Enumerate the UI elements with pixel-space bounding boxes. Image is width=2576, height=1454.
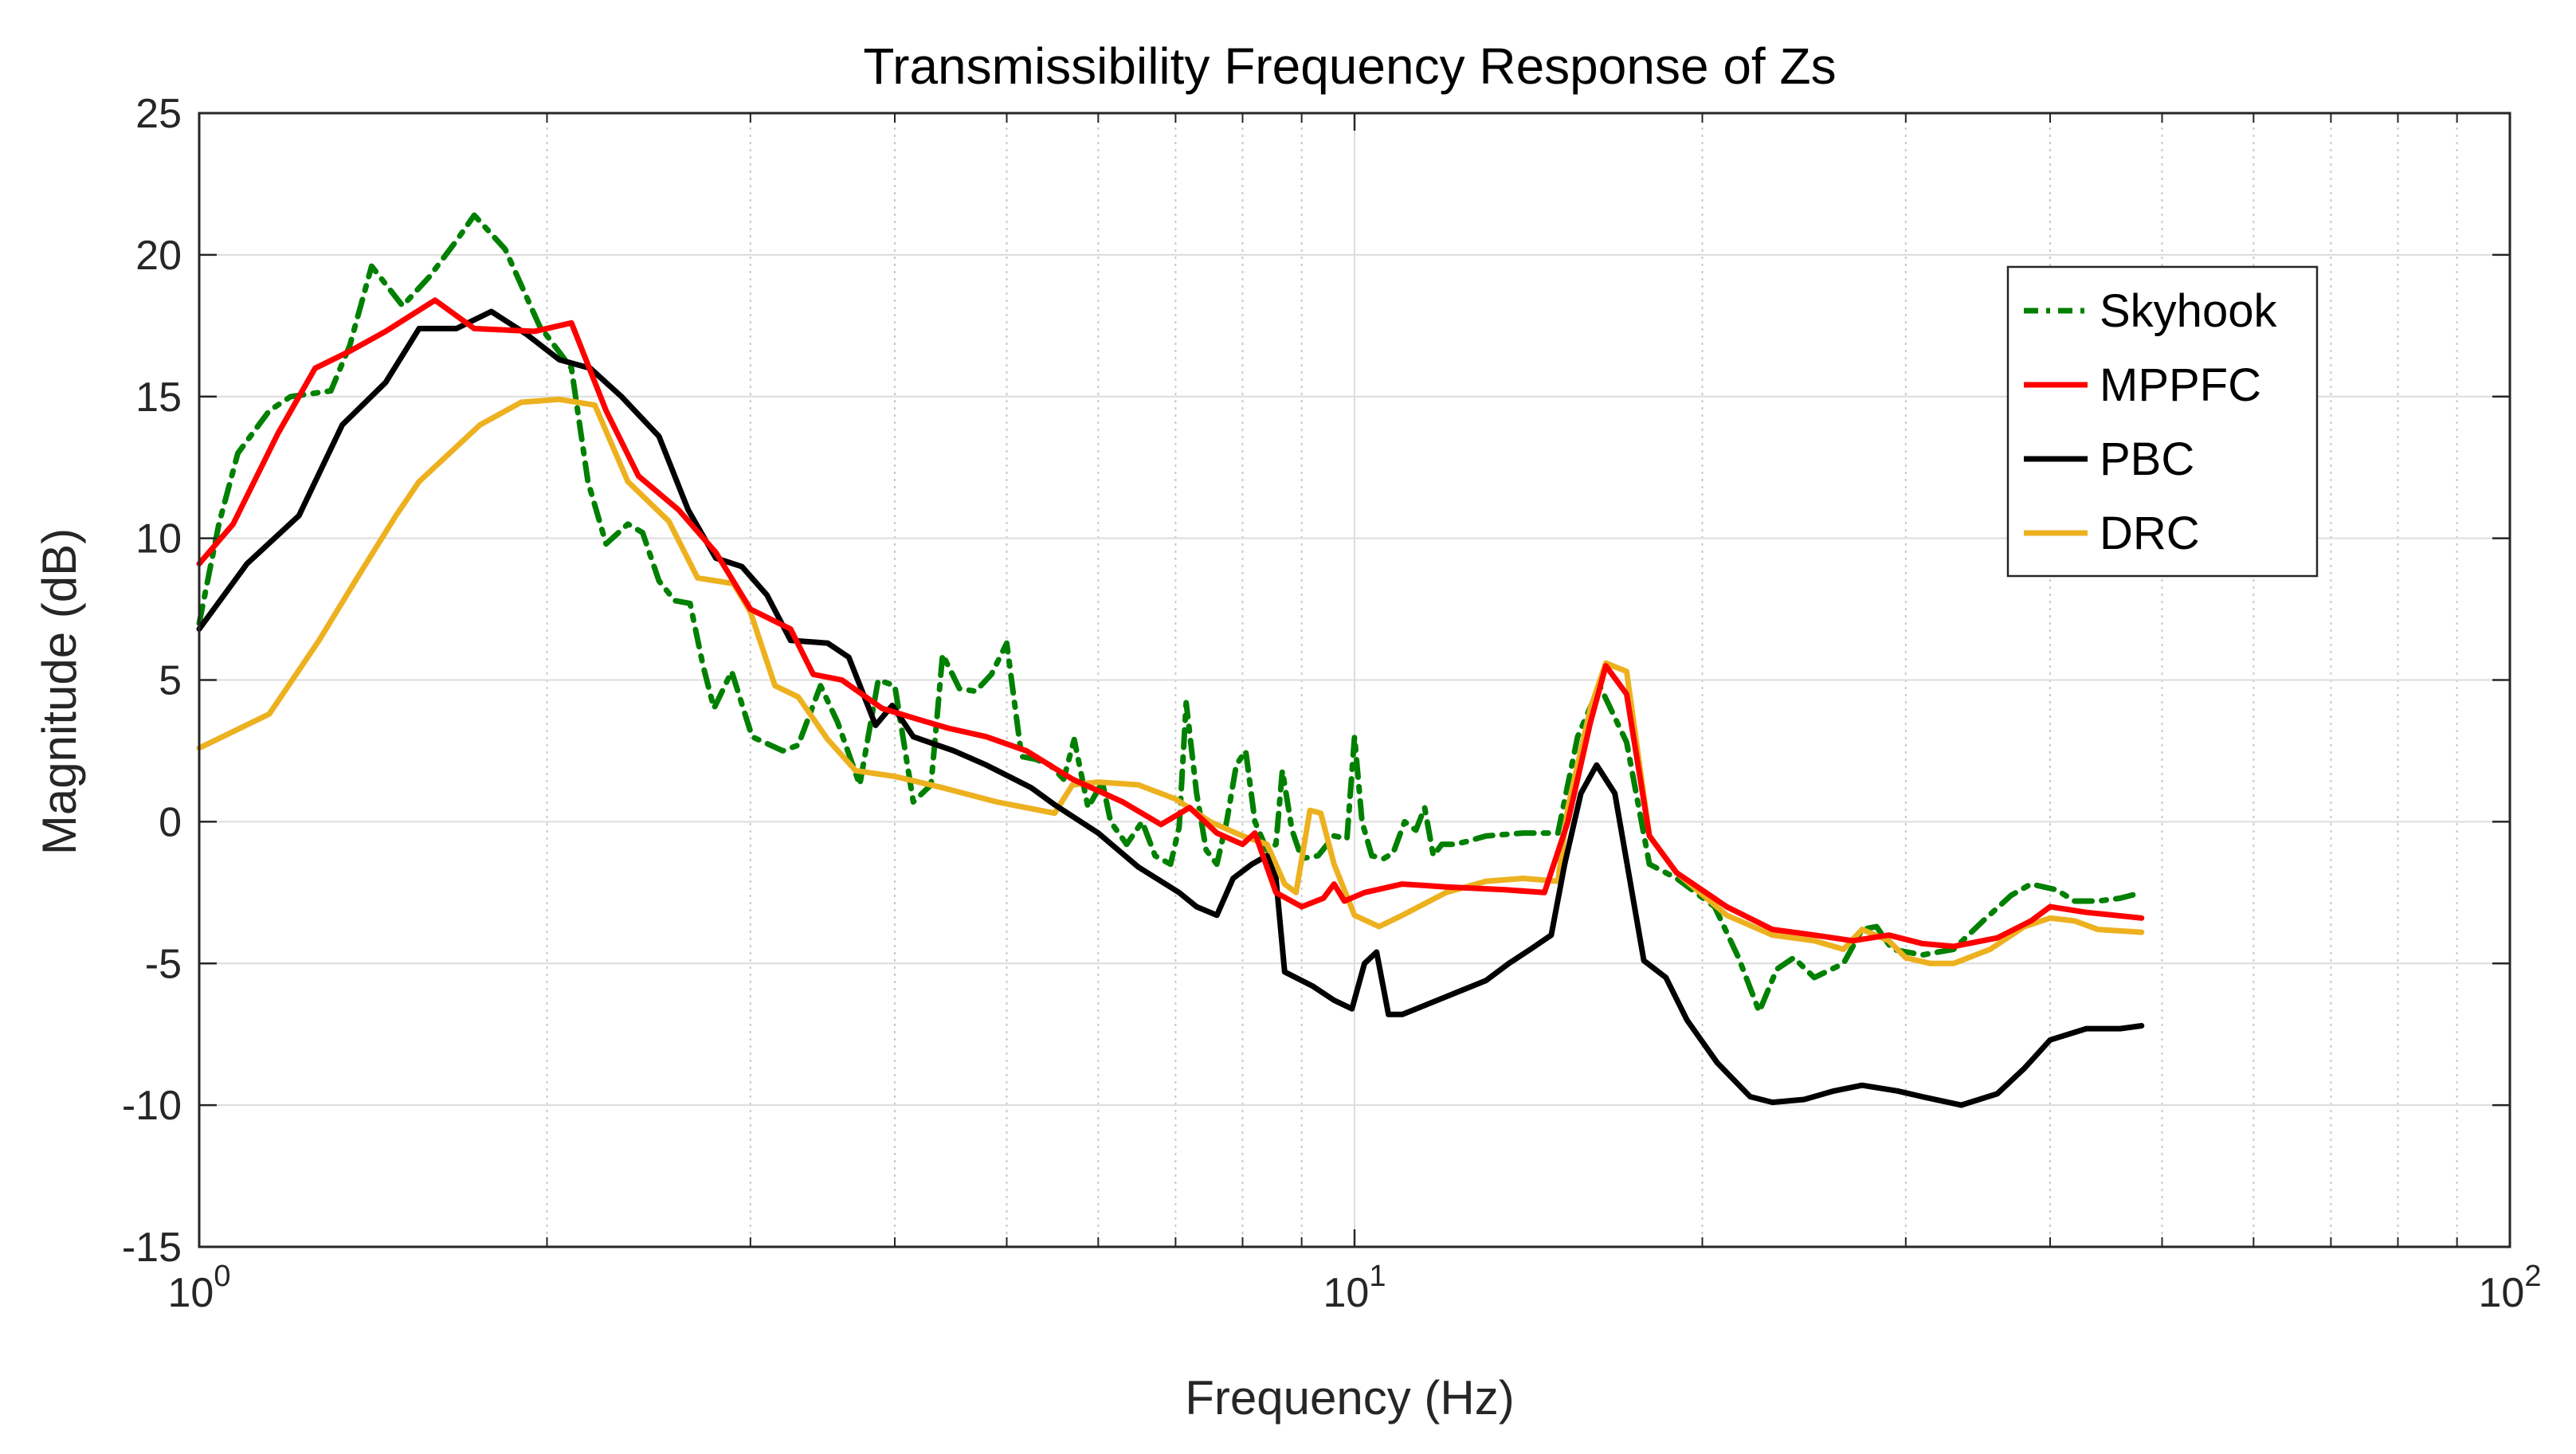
- x-axis-label: Frequency (Hz): [1185, 1371, 1514, 1425]
- y-tick-label: 25: [135, 91, 182, 137]
- y-tick-label: 5: [159, 658, 182, 704]
- series-layer: [196, 212, 2145, 1108]
- y-tick-label: 20: [135, 233, 182, 279]
- x-tick-label: 100: [168, 1260, 231, 1316]
- series-line-pbc: [196, 308, 2145, 1108]
- y-tick-label: 15: [135, 374, 182, 421]
- y-tick-label: 10: [135, 516, 182, 562]
- series-line-skyhook: [196, 212, 2145, 1015]
- x-tick-label: 101: [1323, 1260, 1386, 1316]
- legend: Skyhook MPPFC PBC DRC: [2006, 265, 2319, 578]
- y-tick-labels: 25 20 15 10 5 0 -5 -10 -15: [122, 91, 182, 1271]
- axis-ticks: [198, 112, 2511, 1248]
- y-axis-label: Magnitude (dB): [33, 528, 86, 855]
- series-line-mppfc: [196, 297, 2145, 950]
- legend-label-mppfc: MPPFC: [2100, 359, 2261, 411]
- legend-label-drc: DRC: [2100, 508, 2200, 559]
- x-tick-label: 102: [2479, 1260, 2542, 1316]
- x-tick-labels: 100 101 102: [168, 1260, 2542, 1316]
- series-line-drc: [196, 396, 2145, 966]
- legend-label-skyhook: Skyhook: [2100, 285, 2277, 337]
- legend-label-pbc: PBC: [2100, 433, 2194, 485]
- chart-title: Transmissibility Frequency Response of Z…: [863, 37, 1836, 95]
- y-tick-label: -10: [122, 1083, 182, 1129]
- y-tick-label: -15: [122, 1225, 182, 1271]
- y-tick-label: -5: [145, 941, 182, 987]
- legend-box: [2006, 265, 2319, 578]
- y-tick-label: 0: [159, 799, 182, 845]
